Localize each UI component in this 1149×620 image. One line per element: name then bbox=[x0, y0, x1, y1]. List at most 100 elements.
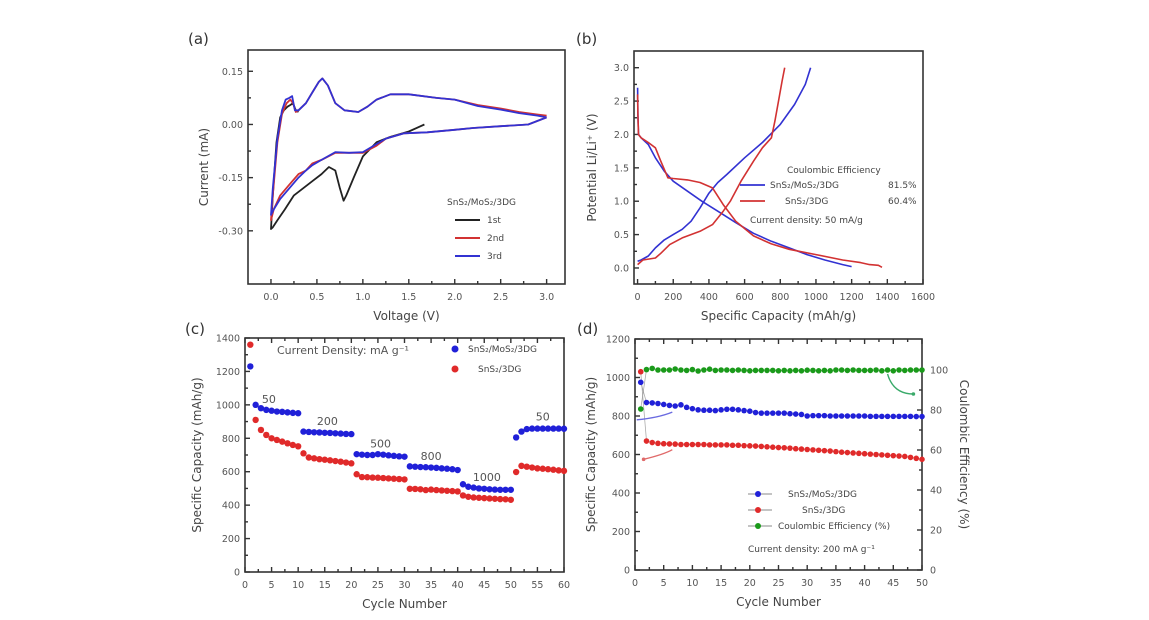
data-point bbox=[833, 448, 839, 455]
data-point bbox=[544, 425, 552, 432]
y-right-tick-label: 100 bbox=[930, 366, 948, 377]
data-point bbox=[701, 367, 707, 373]
data-point bbox=[781, 367, 788, 374]
x-tick-label: 200 bbox=[664, 292, 682, 303]
x-tick-label: 0.5 bbox=[309, 292, 324, 303]
data-point bbox=[879, 452, 885, 458]
data-point bbox=[512, 468, 520, 476]
panel-a-cyclic-voltammetry: (a) 0.0 0.5 1.0 1.5 2.0 2.5 3.0 0.15 0.00 -0.15 -0.… bbox=[188, 30, 566, 323]
data-point bbox=[919, 456, 925, 463]
x-tick-label: 50 bbox=[916, 578, 928, 589]
data-point bbox=[838, 367, 845, 373]
y-tick-label: 0.5 bbox=[614, 230, 629, 241]
data-point bbox=[385, 475, 392, 482]
rate-label: 800 bbox=[421, 450, 442, 463]
data-point bbox=[827, 368, 833, 374]
data-point bbox=[369, 451, 376, 459]
data-point bbox=[268, 407, 275, 414]
green-arrow-head bbox=[911, 392, 916, 396]
data-point bbox=[775, 368, 782, 374]
data-point bbox=[792, 411, 799, 417]
data-point bbox=[637, 406, 644, 412]
data-point bbox=[380, 451, 387, 458]
data-point bbox=[701, 441, 707, 448]
x-tick-label: 400 bbox=[700, 292, 718, 303]
data-point bbox=[268, 435, 275, 442]
y-right-tick-label: 40 bbox=[930, 486, 942, 497]
legend-value: 60.4% bbox=[888, 197, 917, 207]
data-point bbox=[247, 341, 254, 348]
data-point bbox=[861, 367, 868, 374]
data-point bbox=[838, 413, 845, 419]
data-point bbox=[764, 367, 770, 374]
y-axis-title: Potential Li/Li⁺ (V) bbox=[585, 113, 599, 221]
data-point bbox=[411, 485, 419, 493]
current-density-annotation: Current Density: mA g⁻¹ bbox=[277, 344, 409, 357]
x-tick-label: 30 bbox=[398, 580, 410, 591]
data-point bbox=[735, 442, 742, 449]
x-tick-label: 50 bbox=[505, 580, 517, 591]
data-point bbox=[890, 368, 897, 374]
data-point bbox=[279, 408, 286, 416]
y-right-axis-title: Coulombic Efficiency (%) bbox=[957, 380, 971, 529]
x-tick-label: 20 bbox=[345, 580, 357, 591]
data-point bbox=[310, 429, 318, 436]
data-point bbox=[833, 367, 839, 373]
x-tick-label: 30 bbox=[801, 578, 813, 589]
data-point bbox=[534, 425, 541, 432]
data-point bbox=[827, 413, 833, 419]
data-point bbox=[427, 464, 435, 471]
rate-label: 1000 bbox=[473, 471, 501, 484]
data-point bbox=[718, 442, 724, 448]
x-tick-label: 15 bbox=[715, 578, 727, 589]
data-point bbox=[695, 368, 701, 374]
data-point bbox=[649, 400, 656, 406]
rate-label: 50 bbox=[536, 411, 550, 424]
data-point bbox=[263, 431, 270, 439]
legend-marker bbox=[755, 523, 761, 529]
legend-label: 1st bbox=[487, 216, 501, 226]
data-point bbox=[528, 425, 536, 432]
data-point bbox=[385, 452, 392, 459]
legend-label: 3rd bbox=[487, 252, 502, 262]
data-point bbox=[810, 412, 816, 419]
x-tick-label: 0 bbox=[632, 578, 638, 589]
data-point bbox=[555, 467, 562, 474]
data-point bbox=[683, 404, 690, 411]
data-point bbox=[465, 483, 472, 490]
data-point bbox=[701, 407, 707, 414]
data-point bbox=[856, 450, 862, 457]
data-point bbox=[465, 493, 472, 500]
data-point bbox=[787, 410, 793, 417]
data-point bbox=[821, 412, 828, 419]
data-point bbox=[718, 407, 724, 413]
data-point bbox=[395, 475, 403, 483]
data-point bbox=[411, 463, 419, 470]
data-point bbox=[337, 458, 344, 465]
data-point bbox=[247, 363, 254, 370]
x-tick-label: 60 bbox=[558, 580, 570, 591]
data-point bbox=[544, 466, 552, 473]
data-point bbox=[353, 471, 360, 478]
data-point bbox=[695, 407, 701, 413]
x-tick-label: 1000 bbox=[804, 292, 828, 303]
data-point bbox=[672, 366, 678, 372]
data-point bbox=[326, 429, 334, 437]
data-point bbox=[792, 367, 799, 374]
data-point bbox=[907, 367, 914, 373]
data-point bbox=[712, 442, 719, 448]
y-tick-label: 400 bbox=[612, 489, 630, 500]
data-point bbox=[758, 410, 765, 416]
data-point bbox=[747, 408, 753, 414]
x-tick-label: 2.0 bbox=[447, 292, 462, 303]
data-point bbox=[263, 406, 270, 414]
data-point bbox=[850, 413, 856, 419]
data-point bbox=[289, 441, 297, 449]
data-point bbox=[342, 430, 350, 438]
y-tick-label: 1.0 bbox=[614, 197, 629, 208]
data-point bbox=[649, 365, 656, 372]
data-point bbox=[672, 441, 678, 447]
data-point bbox=[300, 450, 307, 457]
data-point bbox=[279, 438, 286, 445]
